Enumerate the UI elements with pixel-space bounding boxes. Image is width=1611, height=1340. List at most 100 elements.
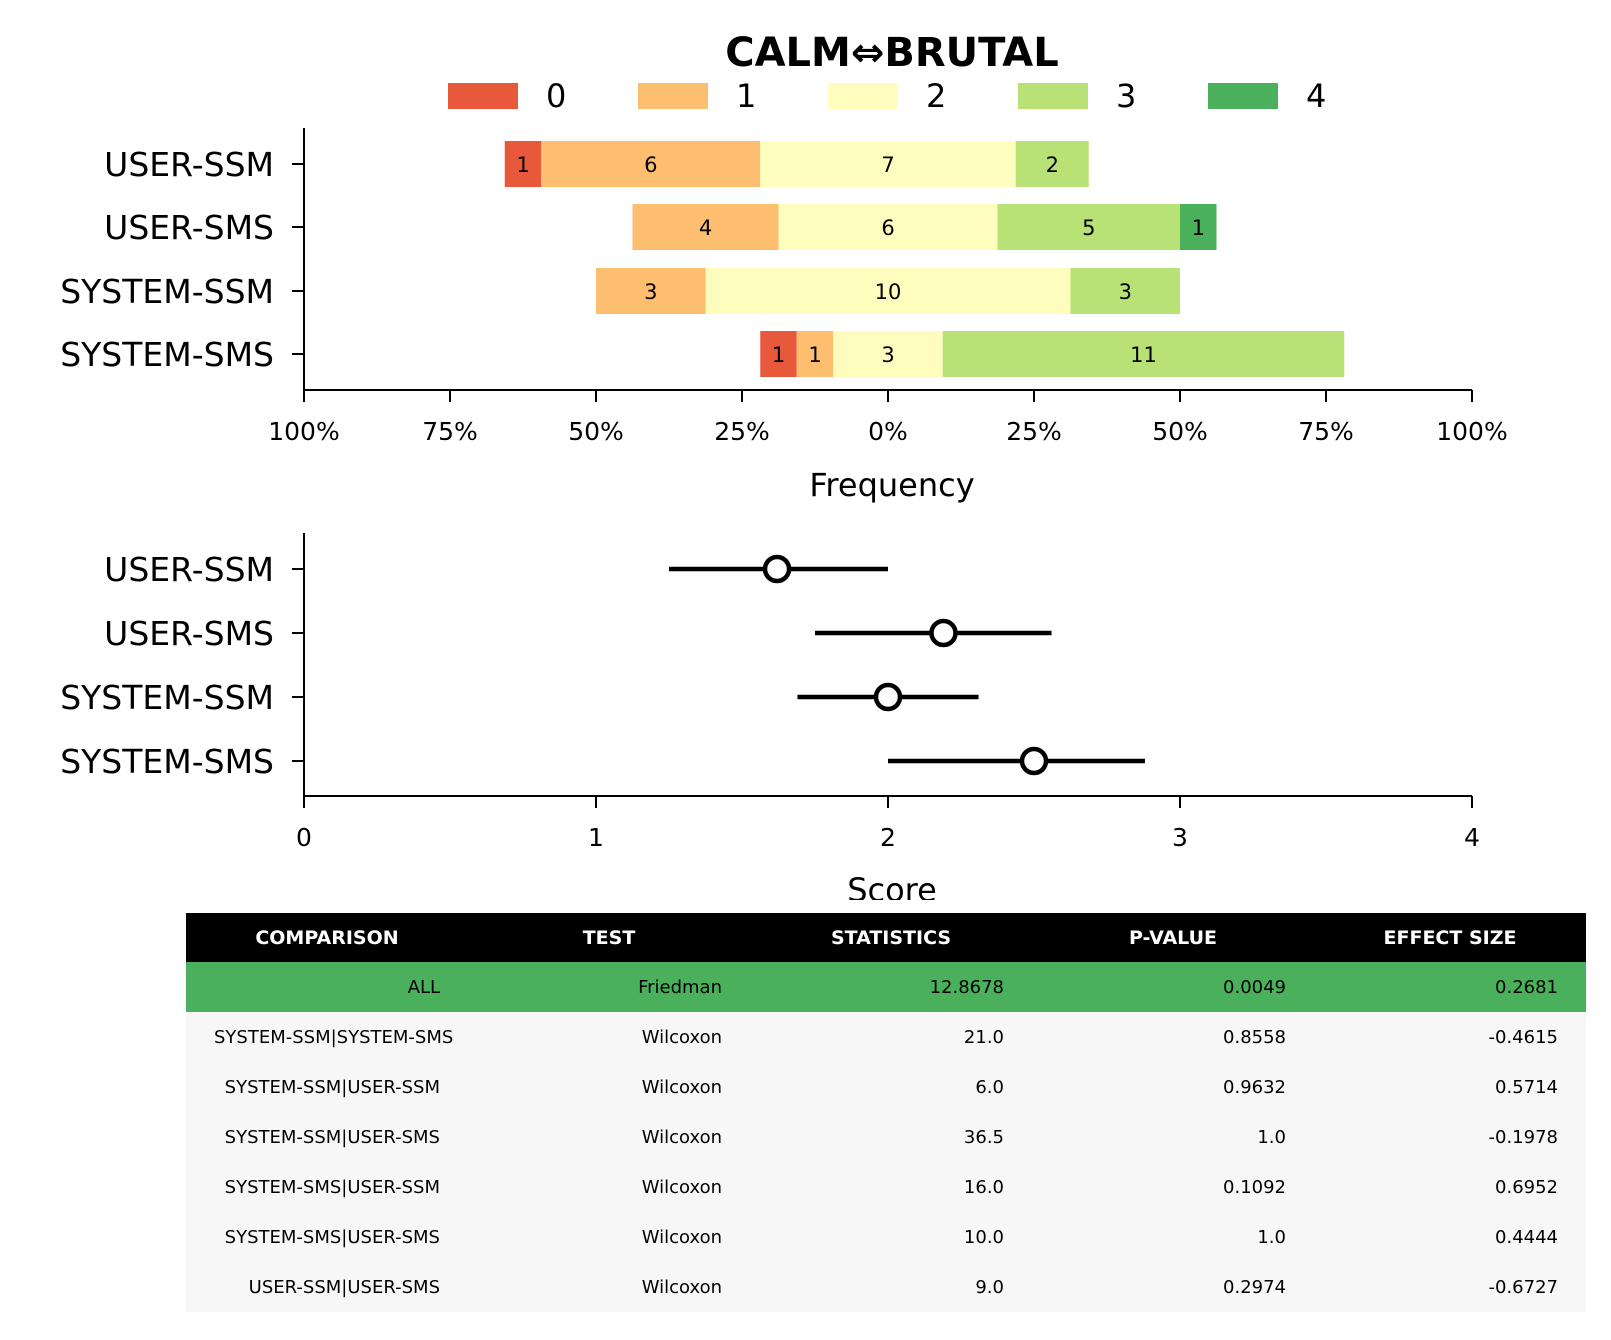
score-y-tick-label-system-sms: SYSTEM-SMS: [60, 742, 274, 781]
bar-user-sms-1: [632, 204, 779, 250]
bar-label-user-ssm-2: 7: [881, 153, 894, 177]
header-test: TEST: [468, 913, 750, 962]
cell-comparison: ALL: [186, 962, 468, 1012]
chart-title: CALM⇔BRUTAL: [725, 30, 1059, 76]
cell-comparison: SYSTEM-SSM|SYSTEM-SMS: [186, 1012, 468, 1062]
bar-system-sms-2: [833, 331, 943, 377]
cell-test: Wilcoxon: [468, 1212, 750, 1262]
cell-effect-size: 0.6952: [1314, 1162, 1586, 1212]
legend-label-4: 4: [1306, 77, 1326, 115]
legend-swatch-3: [1018, 83, 1088, 109]
header-effect-size: EFFECT SIZE: [1314, 913, 1586, 962]
score-y-tick-label-user-ssm: USER-SSM: [104, 550, 274, 589]
cell-statistics: 9.0: [750, 1262, 1032, 1312]
cell-p-value: 0.9632: [1032, 1062, 1314, 1112]
likert-x-tick-label: 75%: [1298, 417, 1354, 446]
likert-y-tick-label-user-sms: USER-SMS: [104, 208, 274, 247]
likert-y-tick-label-system-sms: SYSTEM-SMS: [60, 335, 274, 374]
likert-y-tick-label-user-ssm: USER-SSM: [104, 145, 274, 184]
bar-system-ssm-1: [596, 268, 706, 314]
likert-x-tick-label: 100%: [1436, 417, 1507, 446]
likert-x-tick-label: 75%: [422, 417, 478, 446]
score-x-axis-label: Score: [847, 871, 937, 900]
legend-swatch-0: [448, 83, 518, 109]
cell-comparison: SYSTEM-SSM|USER-SMS: [186, 1112, 468, 1162]
table-row: SYSTEM-SSM|USER-SMS Wilcoxon 36.5 1.0 -0.197…: [186, 1112, 1586, 1162]
bar-label-user-sms-1: 4: [699, 216, 712, 240]
stats-table-body: ALL Friedman 12.8678 0.0049 0.2681 SYSTEM-SSM…: [186, 962, 1586, 1312]
bar-label-system-ssm-1: 3: [644, 280, 657, 304]
bar-label-user-sms-3: 5: [1082, 216, 1095, 240]
cell-statistics: 36.5: [750, 1112, 1032, 1162]
stats-table: COMPARISON TEST STATISTICS P-VALUE EFFEC…: [186, 913, 1586, 1312]
cell-test: Wilcoxon: [468, 1062, 750, 1112]
cell-effect-size: -0.4615: [1314, 1012, 1586, 1062]
bar-label-system-sms-1: 1: [808, 343, 821, 367]
cell-statistics: 16.0: [750, 1162, 1032, 1212]
cell-p-value: 0.1092: [1032, 1162, 1314, 1212]
cell-statistics: 10.0: [750, 1212, 1032, 1262]
cell-effect-size: 0.4444: [1314, 1212, 1586, 1262]
bar-user-ssm-2: [760, 141, 1016, 187]
table-row: USER-SSM|USER-SMS Wilcoxon 9.0 0.2974 -0.672…: [186, 1262, 1586, 1312]
cell-test: Wilcoxon: [468, 1112, 750, 1162]
cell-test: Wilcoxon: [468, 1262, 750, 1312]
bar-system-ssm-3: [1070, 268, 1180, 314]
cell-test: Friedman: [468, 962, 750, 1012]
bar-label-user-sms-4: 1: [1192, 216, 1205, 240]
score-x-tick-label: 3: [1172, 823, 1188, 852]
cell-test: Wilcoxon: [468, 1012, 750, 1062]
likert-x-tick-label: 50%: [1152, 417, 1208, 446]
score-x-tick-label: 0: [296, 823, 312, 852]
score-x-tick-label: 2: [880, 823, 896, 852]
cell-test: Wilcoxon: [468, 1162, 750, 1212]
bar-label-system-sms-0: 1: [772, 343, 785, 367]
cell-comparison: SYSTEM-SMS|USER-SSM: [186, 1162, 468, 1212]
bar-user-sms-2: [778, 204, 998, 250]
likert-x-tick-label: 0%: [868, 417, 908, 446]
likert-x-tick-label: 25%: [714, 417, 770, 446]
cell-p-value: 1.0: [1032, 1112, 1314, 1162]
header-comparison: COMPARISON: [186, 913, 468, 962]
mean-marker-system-sms: [1019, 746, 1049, 776]
table-row: SYSTEM-SMS|USER-SSM Wilcoxon 16.0 0.1092 0.6…: [186, 1162, 1586, 1212]
table-row-highlighted: ALL Friedman 12.8678 0.0049 0.2681: [186, 962, 1586, 1012]
bar-label-system-ssm-3: 3: [1119, 280, 1132, 304]
bar-label-system-sms-2: 3: [881, 343, 894, 367]
table-row: SYSTEM-SSM|USER-SSM Wilcoxon 6.0 0.9632 0.57…: [186, 1062, 1586, 1112]
header-p-value: P-VALUE: [1032, 913, 1314, 962]
cell-statistics: 6.0: [750, 1062, 1032, 1112]
cell-effect-size: -0.6727: [1314, 1262, 1586, 1312]
legend-label-0: 0: [546, 77, 566, 115]
cell-effect-size: 0.2681: [1314, 962, 1586, 1012]
bar-label-user-ssm-1: 6: [644, 153, 657, 177]
legend-label-1: 1: [736, 77, 756, 115]
cell-effect-size: -0.1978: [1314, 1112, 1586, 1162]
legend-swatch-4: [1208, 83, 1278, 109]
mean-marker-user-sms: [929, 618, 958, 648]
bar-user-ssm-0: [504, 141, 542, 187]
bar-label-user-ssm-3: 2: [1046, 153, 1059, 177]
bar-user-ssm-1: [541, 141, 761, 187]
table-row: SYSTEM-SSM|SYSTEM-SMS Wilcoxon 21.0 0.8558-…: [186, 1012, 1586, 1062]
likert-x-axis-label: Frequency: [809, 466, 974, 504]
legend: 0 1 2 3 4: [448, 77, 1326, 115]
likert-x-tick-label: 25%: [1006, 417, 1062, 446]
legend-label-2: 2: [926, 77, 946, 115]
bar-system-sms-0: [760, 331, 797, 377]
score-x-tick-label: 1: [588, 823, 604, 852]
cell-p-value: 0.0049: [1032, 962, 1314, 1012]
stats-table-header-row: COMPARISON TEST STATISTICS P-VALUE EFFEC…: [186, 913, 1586, 962]
bar-label-system-ssm-2: 10: [875, 280, 902, 304]
cell-statistics: 21.0: [750, 1012, 1032, 1062]
cell-comparison: SYSTEM-SSM|USER-SSM: [186, 1062, 468, 1112]
score-plot: USER-SSM USER-SMS SYSTEM-SSM SYSTEM-SMS 0 1 2 3…: [60, 533, 1480, 852]
cell-p-value: 0.2974: [1032, 1262, 1314, 1312]
cell-comparison: SYSTEM-SMS|USER-SMS: [186, 1212, 468, 1262]
bar-label-user-ssm-0: 1: [516, 153, 529, 177]
cell-effect-size: 0.5714: [1314, 1062, 1586, 1112]
score-x-tick-label: 4: [1464, 823, 1480, 852]
bar-system-sms-1: [796, 331, 834, 377]
